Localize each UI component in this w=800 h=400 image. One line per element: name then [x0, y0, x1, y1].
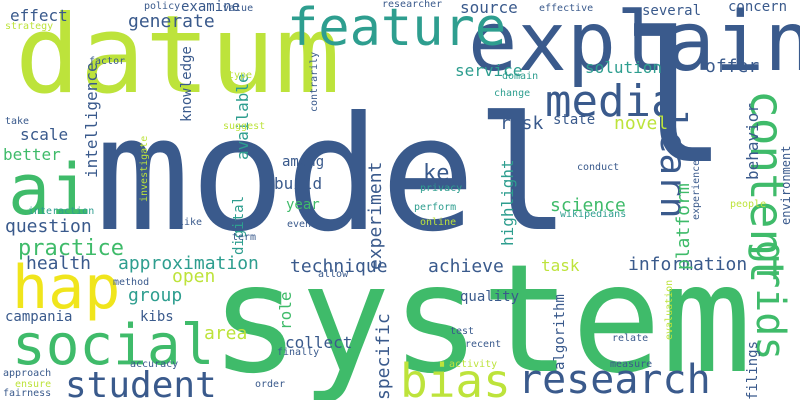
word-recent: recent	[465, 339, 502, 350]
word-test: test	[450, 326, 475, 337]
word-filings: filings	[745, 340, 761, 400]
word-people: people	[730, 199, 767, 210]
word-question: question	[5, 216, 92, 237]
word-area: area	[204, 323, 248, 344]
word-health: health	[26, 253, 92, 274]
word-campania: campania	[5, 309, 73, 325]
word-offer: offer	[705, 56, 760, 77]
word-measure: measure	[610, 359, 653, 370]
word-digital: digital	[231, 195, 247, 255]
word-allow: allow	[318, 269, 349, 280]
word-researcher: researcher	[382, 0, 443, 10]
word-technique: technique	[290, 256, 388, 277]
word-evaluation: evaluation	[664, 279, 675, 340]
word-generate: generate	[128, 11, 215, 32]
word-datum: datum	[15, 0, 341, 118]
word-novel: novel	[614, 113, 669, 134]
word-state: state	[553, 112, 596, 128]
word-examine: examine	[181, 0, 241, 15]
word-experience: experience	[691, 159, 702, 220]
word-build: build	[274, 174, 323, 193]
word-research: research	[518, 357, 711, 400]
word-key: key	[423, 161, 463, 186]
word-privacy: privacy	[420, 183, 463, 194]
word-online: online	[420, 217, 457, 228]
word-task: task	[541, 256, 580, 275]
word-factor: factor	[89, 56, 126, 67]
word-solution: solution	[585, 58, 663, 77]
word-behavior: behavior	[743, 102, 762, 180]
word-ai: ai	[8, 149, 93, 231]
word-open: open	[172, 266, 216, 287]
word-activity: activity	[449, 359, 498, 370]
word-media: media	[545, 76, 678, 127]
word-knowledge: knowledge	[179, 46, 195, 122]
word-contrarily: contrarily	[309, 51, 320, 112]
word-relate: relate	[612, 333, 649, 344]
word-intelligence: intelligence	[82, 62, 101, 178]
word-even: even	[287, 219, 312, 230]
word-accuracy: accuracy	[130, 359, 179, 370]
word-interaction: interaction	[28, 206, 95, 217]
word-source: source	[460, 0, 518, 17]
word-term: term	[232, 232, 257, 243]
word-hap: hap	[12, 253, 121, 323]
word-collect: collect	[285, 333, 353, 352]
word-among: among	[282, 154, 325, 170]
word-approximation: approximation	[118, 253, 259, 274]
word-concern: concern	[728, 0, 788, 15]
word-finally: finally	[277, 347, 320, 358]
word-investigate: investigate	[139, 135, 150, 202]
word-practice: practice	[18, 236, 124, 261]
word-better: better	[3, 145, 61, 164]
word-bias: bias	[400, 354, 511, 400]
word-system: system	[210, 233, 752, 400]
word-fairness: fairness	[3, 388, 52, 399]
word-information: information	[628, 254, 748, 275]
word-algorithm: algorithm	[552, 294, 568, 370]
word-science: science	[550, 195, 626, 216]
word-feature: feature	[287, 0, 507, 58]
word-environment: environment	[779, 145, 793, 225]
word-approach: approach	[3, 368, 52, 379]
word-social: social	[12, 313, 215, 378]
word-method: method	[113, 277, 150, 288]
word-service: service	[455, 61, 523, 80]
word-kibs: kibs	[140, 309, 174, 325]
word-strategy: strategy	[5, 21, 54, 32]
word-student: student	[65, 365, 217, 400]
word-year: year	[286, 197, 320, 213]
word-take: take	[5, 116, 30, 127]
word-highlight: highlight	[498, 159, 517, 246]
word-policy: policy	[144, 1, 181, 12]
word-conduct: conduct	[577, 162, 620, 173]
word-l: l	[620, 0, 729, 204]
word-quality: quality	[460, 289, 520, 305]
word-scale: scale	[20, 125, 69, 144]
word-group: group	[128, 285, 183, 306]
word-order: order	[255, 379, 286, 390]
word-value: value	[223, 3, 254, 14]
word-risk: risk	[500, 113, 544, 134]
word-experiment: experiment	[365, 161, 386, 270]
word-specific: specific	[373, 313, 394, 400]
word-several: several	[642, 3, 702, 19]
word-perform: perform	[414, 202, 457, 213]
word-domain: domain	[502, 71, 539, 82]
word-effect: effect	[10, 6, 68, 25]
word-available: available	[233, 73, 252, 160]
word-role: role	[276, 291, 295, 330]
word-achieve: achieve	[428, 256, 504, 277]
word-wikipedians: wikipedians	[560, 209, 627, 220]
word-ensure: ensure	[15, 379, 52, 390]
word-effective: effective	[539, 3, 594, 14]
word-like: like	[178, 217, 203, 228]
word-suggest: suggest	[223, 121, 266, 132]
word-model: model	[95, 83, 571, 267]
word-type: type	[228, 70, 253, 81]
word-explain: explain	[468, 0, 800, 90]
word-change: change	[494, 88, 531, 99]
